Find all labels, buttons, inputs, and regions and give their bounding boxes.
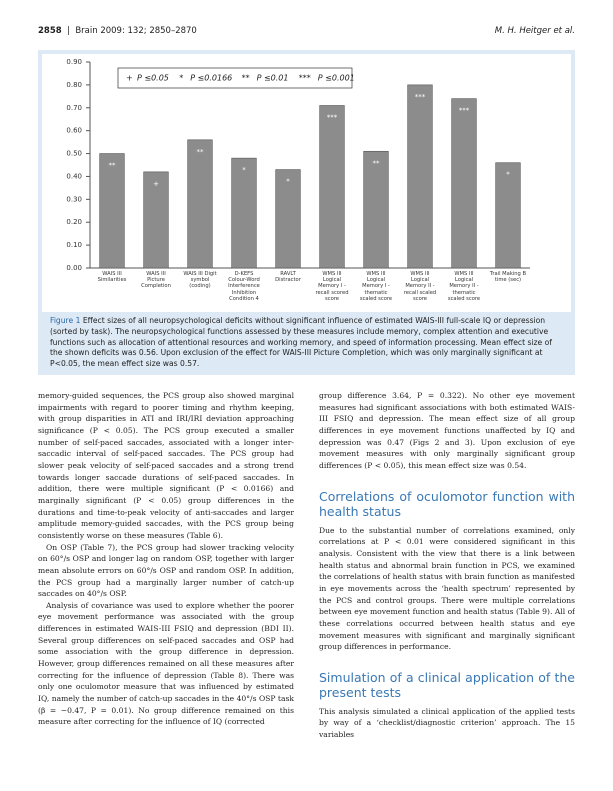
chart: 0.00 0.10 0.20 0.30 0.40 0.50 0.60 0.70 0.80 0.90… [66, 58, 530, 272]
legend-label: P ≤0.01 [257, 74, 289, 83]
paragraph: This analysis simulated a clinical appli… [319, 706, 575, 740]
paragraph: group difference 3.64, P = 0.322). No ot… [319, 391, 575, 470]
y-tick-label: 0.30 [66, 195, 82, 203]
right-column: group difference 3.64, P = 0.322). No ot… [319, 390, 575, 785]
bar [319, 105, 345, 269]
x-tick-label: WMS III Logical Memory I - thematic scal… [359, 271, 393, 302]
section-heading: Simulation of a clinical application of … [319, 669, 575, 700]
x-tick-label: RAVLT Distractor [275, 271, 301, 284]
bar [231, 157, 257, 269]
bar [363, 150, 389, 269]
y-tick-label: 0.10 [66, 241, 82, 249]
legend-label: P ≤0.05 [137, 74, 169, 83]
significance-marker: * [506, 171, 510, 179]
left-column: memory-guided sequences, the PCS group a… [38, 390, 294, 785]
x-tick-label: D-KEFS Colour-Word Interference Inhibiti… [228, 271, 260, 302]
chart-area: 0.00 0.10 0.20 0.30 0.40 0.50 0.60 0.70 0.80 0.90… [42, 54, 571, 312]
x-tick-label: WAIS III Similarities [97, 271, 127, 284]
bar [187, 139, 213, 269]
legend-symbol: *** [299, 74, 311, 83]
paragraph: Analysis of covariance was used to explo… [38, 600, 294, 727]
bar [99, 153, 125, 269]
paragraph: memory-guided sequences, the PCS group a… [38, 391, 294, 540]
x-tick-label: WMS III Logical Memory II - recall scale… [403, 271, 437, 302]
y-tick-label: 0.20 [66, 218, 82, 226]
y-tick-label: 0.90 [66, 58, 82, 66]
y-tick-label: 0.60 [66, 127, 82, 135]
page-number: 2858 [38, 26, 62, 36]
significance-marker: ** [109, 162, 117, 170]
x-tick-label: WAIS III Digit symbol (coding) [183, 271, 217, 290]
significance-marker: * [286, 178, 290, 186]
legend-symbol: ** [242, 74, 250, 83]
y-tick-label: 0.70 [66, 104, 82, 112]
bar [407, 84, 433, 269]
caption-label: Figure 1 [50, 316, 81, 325]
y-tick-label: 0.00 [66, 264, 82, 272]
y-tick-label: 0.80 [66, 81, 82, 89]
section-heading: Correlations of oculomotor function with… [319, 488, 575, 519]
caption-text: Effect sizes of all neuropsychological d… [50, 316, 552, 369]
bar [275, 169, 301, 269]
legend-label: P ≤0.0166 [190, 74, 232, 83]
authors: M. H. Heitger et al. [494, 26, 575, 36]
caption: Figure 1 Effect sizes of all neuropsycho… [50, 316, 565, 370]
legend-symbol: * [179, 74, 183, 83]
x-tick-label: WMS III Logical Memory I - recall scored… [315, 271, 349, 302]
significance-marker: *** [415, 93, 426, 101]
significance-marker: ** [197, 148, 205, 156]
x-tick-label: WAIS III Picture Completion [141, 271, 171, 290]
journal: Brain 2009: 132; 2850–2870 [75, 26, 197, 36]
paragraph: On OSP (Table 7), the PCS group had slow… [38, 542, 294, 599]
legend-symbol: + [126, 74, 133, 83]
significance-marker: *** [459, 107, 470, 115]
bar [143, 171, 169, 269]
legend-box [117, 67, 353, 89]
x-tick-label: WMS III Logical Memory II - thematic sca… [447, 271, 481, 302]
running-header: 2858 | Brain 2009: 132; 2850–2870 [38, 26, 197, 36]
significance-marker: *** [327, 113, 338, 121]
bar [451, 98, 477, 269]
paragraph: Due to the substantial number of correla… [319, 525, 575, 652]
x-tick-label: Trail Making B time (sec) [489, 271, 527, 284]
figure: 0.00 0.10 0.20 0.30 0.40 0.50 0.60 0.70 0.80 0.90… [38, 50, 575, 375]
legend-label: P ≤0.001 [318, 74, 355, 83]
significance-marker: * [242, 166, 246, 174]
y-tick-label: 0.40 [66, 172, 82, 180]
y-tick-label: 0.50 [66, 150, 82, 158]
bar [495, 162, 521, 269]
significance-marker: ** [373, 159, 381, 167]
significance-marker: + [153, 180, 159, 188]
